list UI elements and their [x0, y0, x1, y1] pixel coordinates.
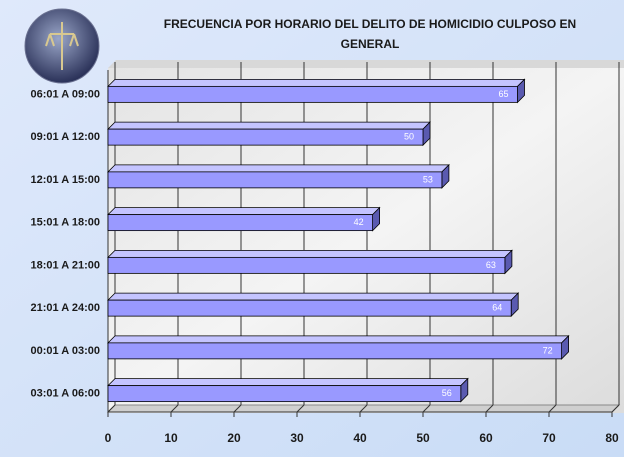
- bar: [107, 171, 443, 189]
- plot-background: [108, 68, 624, 413]
- grid-line-floor: [359, 404, 368, 413]
- y-tick-label: 12:01 A 15:00: [30, 174, 100, 186]
- bar: [107, 299, 512, 317]
- value-label: 50: [404, 132, 414, 142]
- value-label: 53: [423, 174, 433, 184]
- chart-title: FRECUENCIA POR HORARIO DEL DELITO DE HOM…: [163, 17, 577, 51]
- value-label: 64: [492, 303, 502, 313]
- grid-line-floor: [422, 404, 431, 413]
- title-box: FRECUENCIA POR HORARIO DEL DELITO DE HOM…: [163, 17, 577, 51]
- bar: [107, 85, 518, 103]
- bar-top: [107, 207, 381, 216]
- bar-top: [107, 292, 520, 301]
- bar: [107, 385, 462, 403]
- bar-top: [107, 335, 570, 344]
- bar-top: [107, 78, 526, 87]
- value-label: 56: [442, 388, 452, 398]
- y-tick-label: 21:01 A 24:00: [30, 302, 100, 314]
- plot-top: [108, 60, 624, 68]
- y-tick-label: 03:01 A 06:00: [30, 388, 100, 400]
- y-tick-label: 18:01 A 21:00: [30, 259, 100, 271]
- value-label: 42: [354, 217, 364, 227]
- x-tick-label: 40: [353, 431, 367, 445]
- y-tick-label: 06:01 A 09:00: [30, 88, 100, 100]
- y-tick-label: 09:01 A 12:00: [30, 131, 100, 143]
- y-tick-label: 00:01 A 03:00: [30, 345, 100, 357]
- grid-line-floor: [485, 404, 494, 413]
- x-tick-label: 20: [227, 431, 241, 445]
- grid-line-floor: [107, 404, 116, 413]
- x-tick-label: 80: [605, 431, 619, 445]
- bar-top: [107, 249, 513, 258]
- logo-figure: [45, 22, 79, 70]
- grid-line-floor: [296, 404, 305, 413]
- value-label: 72: [543, 345, 553, 355]
- grid-line-floor: [548, 404, 557, 413]
- y-tick-label: 15:01 A 18:00: [30, 217, 100, 229]
- bar-top: [107, 121, 431, 130]
- value-label: 65: [498, 89, 508, 99]
- bar: [107, 342, 563, 360]
- grid-line-floor: [611, 404, 620, 413]
- x-tick-label: 30: [290, 431, 304, 445]
- bar: [107, 256, 506, 274]
- bar: [107, 128, 424, 146]
- grid-line-floor: [233, 404, 242, 413]
- value-label: 63: [486, 260, 496, 270]
- grid-line-floor: [170, 404, 179, 413]
- bar-top: [107, 164, 450, 173]
- bar: [107, 214, 374, 232]
- bar-top: [107, 378, 469, 387]
- x-tick-label: 60: [479, 431, 493, 445]
- x-tick-label: 50: [416, 431, 430, 445]
- x-tick-label: 70: [542, 431, 556, 445]
- x-tick-label: 0: [105, 431, 112, 445]
- x-tick-label: 10: [164, 431, 178, 445]
